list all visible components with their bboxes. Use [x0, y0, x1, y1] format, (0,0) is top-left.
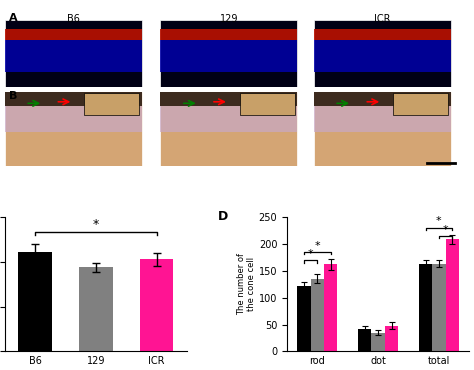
Bar	[140, 259, 173, 352]
Text: *: *	[308, 249, 314, 259]
FancyBboxPatch shape	[5, 40, 142, 71]
FancyBboxPatch shape	[84, 93, 139, 115]
FancyBboxPatch shape	[160, 92, 297, 166]
FancyBboxPatch shape	[5, 92, 142, 166]
Bar	[311, 279, 324, 352]
FancyBboxPatch shape	[5, 29, 142, 40]
Bar	[432, 264, 446, 352]
FancyBboxPatch shape	[5, 20, 142, 87]
Text: *: *	[93, 218, 99, 231]
Text: *: *	[315, 241, 320, 251]
FancyBboxPatch shape	[5, 105, 142, 132]
Text: A: A	[9, 13, 18, 23]
Y-axis label: The number of
the cone cell: The number of the cone cell	[237, 253, 256, 315]
Text: B: B	[9, 91, 18, 101]
FancyBboxPatch shape	[160, 20, 297, 87]
Bar	[297, 286, 311, 351]
FancyBboxPatch shape	[160, 105, 297, 132]
FancyBboxPatch shape	[160, 40, 297, 71]
FancyBboxPatch shape	[240, 93, 295, 115]
Text: *: *	[443, 225, 448, 235]
Text: D: D	[218, 210, 228, 223]
Bar	[18, 252, 52, 352]
Bar	[79, 267, 112, 352]
FancyBboxPatch shape	[314, 29, 451, 40]
FancyBboxPatch shape	[393, 93, 448, 115]
FancyBboxPatch shape	[314, 92, 451, 166]
Text: B6: B6	[67, 14, 80, 24]
Text: *: *	[436, 216, 442, 226]
Bar	[358, 329, 372, 352]
FancyBboxPatch shape	[314, 92, 451, 105]
FancyBboxPatch shape	[314, 20, 451, 87]
Text: 129: 129	[219, 14, 238, 24]
Bar	[324, 264, 337, 352]
FancyBboxPatch shape	[314, 105, 451, 132]
Bar	[385, 326, 398, 352]
Bar	[372, 333, 385, 352]
Bar	[446, 239, 459, 352]
FancyBboxPatch shape	[314, 40, 451, 71]
FancyBboxPatch shape	[5, 92, 142, 105]
FancyBboxPatch shape	[160, 29, 297, 40]
Bar	[419, 264, 432, 352]
Text: ICR: ICR	[374, 14, 391, 24]
FancyBboxPatch shape	[160, 92, 297, 105]
